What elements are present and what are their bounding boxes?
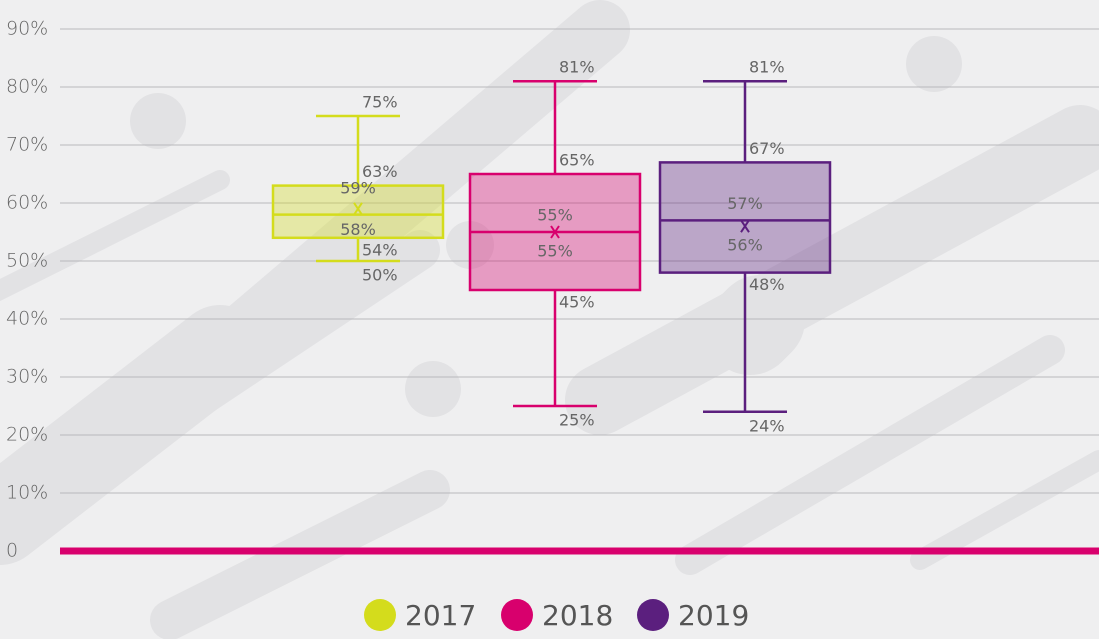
value-label: 54% [362,240,398,259]
y-tick-label: 50% [6,250,48,272]
legend-label: 2019 [678,599,749,632]
value-label: 63% [362,162,398,181]
y-tick-label: 0 [6,540,18,562]
value-label: 59% [340,178,376,197]
value-label: 67% [749,139,785,158]
value-label: 48% [749,275,785,294]
y-tick-label: 90% [6,18,48,40]
mean-marker [740,219,750,233]
value-label: 55% [537,242,573,261]
legend-swatch [501,599,533,631]
y-tick-label: 30% [6,366,48,388]
value-label: 55% [537,206,573,225]
value-label: 75% [362,93,398,112]
value-label: 57% [727,194,763,213]
y-tick-label: 70% [6,134,48,156]
box [658,161,832,274]
box [271,184,445,240]
legend-label: 2018 [542,599,613,632]
value-label: 45% [559,293,595,312]
y-tick-label: 40% [6,308,48,330]
value-label: 81% [749,58,785,77]
value-label: 25% [559,411,595,430]
y-tick-label: 20% [6,424,48,446]
mean-marker [353,202,363,216]
y-tick-label: 10% [6,482,48,504]
legend-swatch [364,599,396,631]
legend-swatch [637,599,669,631]
value-label: 65% [559,151,595,170]
legend-label: 2017 [405,599,476,632]
value-label: 58% [340,220,376,239]
y-tick-label: 60% [6,192,48,214]
value-label: 56% [727,236,763,255]
value-label: 81% [559,58,595,77]
value-label: 50% [362,266,398,285]
value-label: 24% [749,416,785,435]
y-tick-label: 80% [6,76,48,98]
mean-marker [550,225,560,239]
